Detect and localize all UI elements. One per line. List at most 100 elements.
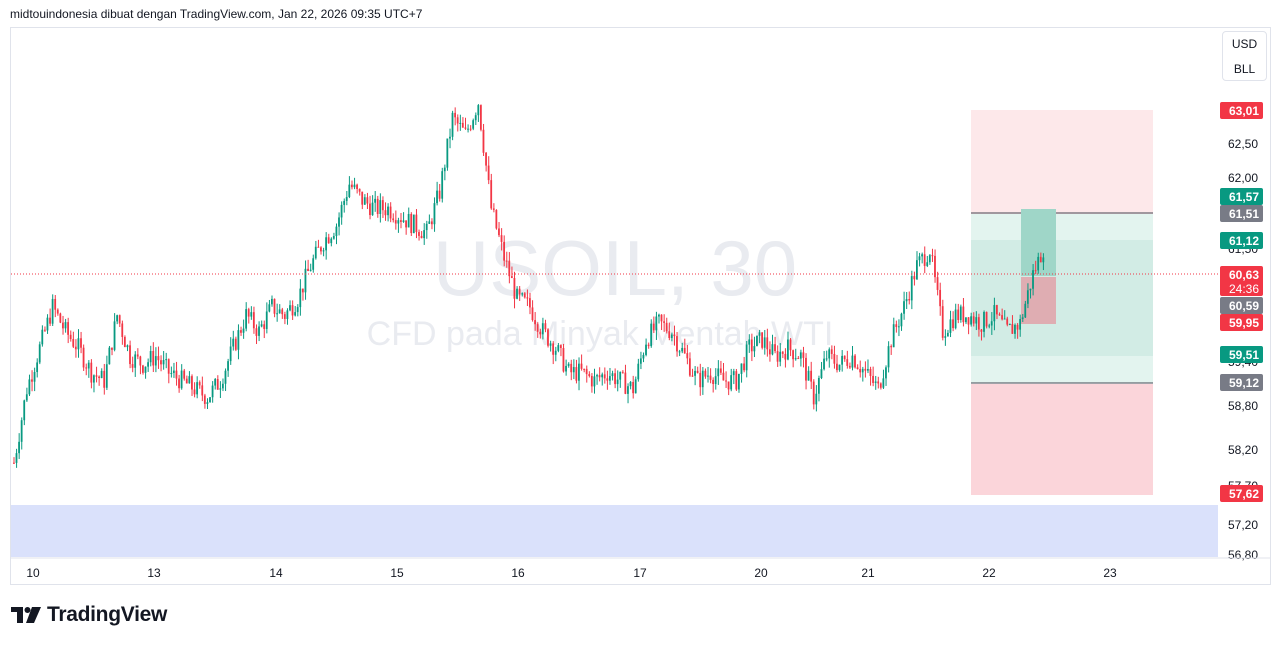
candle-body bbox=[162, 360, 165, 365]
candle-body bbox=[879, 383, 882, 388]
candle-body bbox=[294, 312, 297, 316]
candle-body bbox=[588, 374, 591, 376]
candle-body bbox=[1008, 324, 1011, 326]
candle-body bbox=[116, 315, 119, 322]
candle-body bbox=[234, 338, 237, 350]
candle-body bbox=[23, 400, 26, 421]
tradingview-logo-icon bbox=[11, 607, 41, 623]
candle-body bbox=[794, 358, 797, 360]
candle-body bbox=[131, 364, 134, 368]
candle-body bbox=[817, 378, 820, 394]
candle-body bbox=[492, 208, 495, 210]
tradingview-logo[interactable]: TradingView bbox=[11, 603, 167, 627]
candle-body bbox=[123, 336, 126, 348]
candle-body bbox=[405, 220, 407, 228]
target-zone-lower bbox=[971, 356, 1153, 383]
candle-body bbox=[900, 313, 903, 327]
candle-body bbox=[479, 105, 482, 130]
candle-body bbox=[49, 317, 51, 324]
candle-body bbox=[688, 358, 691, 376]
candle-body bbox=[562, 348, 565, 372]
candle-body bbox=[934, 255, 936, 278]
candle-body bbox=[136, 354, 139, 357]
candle-body bbox=[46, 317, 49, 331]
candle-body bbox=[670, 334, 673, 338]
candle-body bbox=[634, 379, 637, 394]
candle-body bbox=[343, 200, 346, 205]
candle-body bbox=[15, 453, 18, 463]
candle-body bbox=[647, 344, 650, 347]
candle-body bbox=[758, 332, 761, 336]
candle-body bbox=[678, 351, 681, 353]
candle-body bbox=[872, 375, 874, 383]
x-tick-label: 17 bbox=[633, 566, 647, 580]
candle-body bbox=[972, 316, 975, 324]
candle-body bbox=[567, 363, 570, 366]
candle-body bbox=[281, 309, 284, 315]
candle-body bbox=[268, 304, 271, 312]
candle-body bbox=[428, 221, 431, 224]
candle-body bbox=[325, 237, 327, 251]
candle-body bbox=[652, 323, 655, 331]
candle-body bbox=[763, 337, 766, 348]
y-tick-label: 56,80 bbox=[1228, 548, 1258, 562]
candle-body bbox=[549, 343, 552, 346]
candle-body bbox=[761, 332, 764, 348]
candle-body bbox=[719, 368, 722, 373]
candle-body bbox=[338, 217, 340, 227]
candle-body bbox=[905, 299, 908, 302]
candle-body bbox=[1037, 256, 1040, 271]
candle-body bbox=[655, 316, 658, 331]
candle-body bbox=[103, 370, 106, 388]
candle-body bbox=[1034, 270, 1037, 272]
candle-body bbox=[910, 276, 913, 301]
candle-body bbox=[221, 383, 224, 389]
candle-body bbox=[477, 105, 480, 116]
candle-body bbox=[201, 385, 204, 396]
candle-body bbox=[897, 326, 900, 328]
candle-body bbox=[170, 372, 173, 374]
candle-body bbox=[232, 338, 235, 347]
candle-body bbox=[172, 370, 175, 373]
candle-body bbox=[869, 368, 872, 376]
candle-body bbox=[255, 328, 258, 336]
candle-body bbox=[541, 323, 544, 335]
long-position-tool[interactable] bbox=[971, 110, 1153, 495]
candle-body bbox=[301, 288, 304, 293]
x-tick-label: 13 bbox=[147, 566, 161, 580]
candle-body bbox=[467, 128, 469, 130]
price-tag-label: 61,51 bbox=[1229, 207, 1259, 221]
candle-body bbox=[557, 345, 560, 351]
candle-body bbox=[487, 165, 490, 181]
candle-body bbox=[712, 379, 714, 384]
x-axis[interactable]: 10 13 14 15 16 17 20 21 22 23 bbox=[26, 566, 1117, 580]
candle-body bbox=[686, 353, 689, 359]
candle-body bbox=[449, 136, 451, 139]
candle-body bbox=[165, 359, 168, 361]
candle-body bbox=[43, 329, 46, 331]
y-tick-label: 57,20 bbox=[1228, 518, 1258, 532]
candle-body bbox=[732, 371, 735, 376]
candle-body bbox=[438, 190, 441, 199]
candle-body bbox=[374, 198, 377, 203]
candle-body bbox=[36, 362, 39, 373]
candle-body bbox=[885, 367, 887, 379]
candle-body bbox=[126, 345, 129, 348]
candle-body bbox=[87, 362, 90, 369]
candle-body bbox=[147, 362, 149, 367]
candle-body bbox=[296, 307, 299, 313]
candle-body bbox=[743, 363, 745, 371]
candle-body bbox=[784, 353, 787, 360]
candle-body bbox=[807, 370, 810, 381]
candle-body bbox=[369, 203, 371, 216]
candle-body bbox=[237, 330, 240, 350]
candle-body bbox=[317, 246, 320, 248]
candle-body bbox=[62, 322, 64, 329]
currency-unit-selector[interactable]: USD BLL bbox=[1222, 31, 1267, 81]
candle-body bbox=[779, 351, 782, 362]
currency-label: USD bbox=[1231, 37, 1258, 51]
candle-body bbox=[565, 365, 567, 372]
candle-body bbox=[596, 375, 598, 377]
price-tag-label: 59,95 bbox=[1229, 316, 1259, 330]
